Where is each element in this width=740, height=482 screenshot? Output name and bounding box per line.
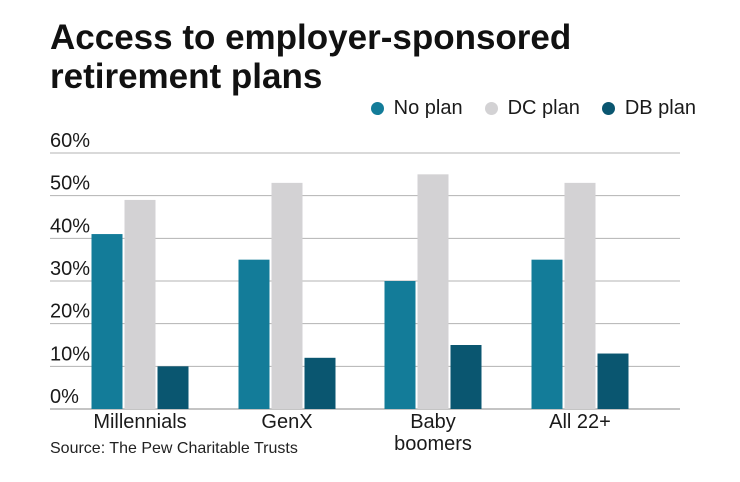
legend-swatch-dc-plan — [484, 102, 498, 115]
x-tick-label-2-line-0: Baby — [410, 411, 456, 433]
chart-legend: No plan DC plan DB plan — [349, 97, 696, 120]
y-tick-label-2: 20% — [50, 301, 90, 323]
legend-item-dc-plan: DC plan — [484, 97, 580, 120]
legend-label-no-plan: No plan — [393, 97, 463, 119]
legend-item-no-plan: No plan — [370, 97, 463, 120]
y-tick-label-1: 10% — [50, 343, 90, 365]
x-tick-label-2-line-1: boomers — [394, 433, 472, 455]
chart-title: Access to employer-sponsored retirement … — [50, 18, 690, 96]
bar-no-plan-1 — [238, 259, 270, 409]
legend-item-db-plan: DB plan — [601, 97, 696, 120]
bars — [91, 174, 629, 409]
legend-swatch-no-plan — [370, 102, 384, 115]
bar-dc-plan-0 — [124, 199, 156, 409]
bar-no-plan-2 — [384, 281, 416, 409]
y-tick-label-6: 60% — [50, 130, 90, 152]
bar-no-plan-3 — [531, 259, 563, 409]
bar-dc-plan-3 — [564, 182, 596, 409]
bar-db-plan-3 — [597, 353, 629, 409]
legend-swatch-db-plan — [601, 102, 615, 115]
y-tick-label-5: 50% — [50, 173, 90, 195]
y-tick-label-4: 40% — [50, 215, 90, 237]
bar-dc-plan-1 — [271, 182, 303, 409]
bar-no-plan-0 — [91, 234, 123, 409]
x-tick-label-1: GenX — [261, 411, 312, 433]
chart-title-line-1: Access to employer-sponsored — [50, 18, 572, 57]
chart-title-line-2: retirement plans — [50, 57, 323, 96]
bar-db-plan-2 — [450, 345, 482, 409]
bar-dc-plan-2 — [417, 174, 449, 409]
bar-db-plan-1 — [304, 357, 336, 409]
bar-db-plan-0 — [157, 366, 189, 409]
y-tick-label-0: 0% — [50, 386, 79, 408]
labels: 0% 10% 20% 30% 40% 50% 60% Millennials GenX Babyb… — [50, 130, 611, 455]
legend-label-dc-plan: DC plan — [507, 97, 580, 119]
y-tick-label-3: 30% — [50, 258, 90, 280]
source-note: Source: The Pew Charitable Trusts — [50, 440, 298, 457]
legend-label-db-plan: DB plan — [624, 97, 696, 119]
x-tick-label-3: All 22+ — [549, 411, 611, 433]
x-tick-label-0: Millennials — [93, 411, 186, 433]
